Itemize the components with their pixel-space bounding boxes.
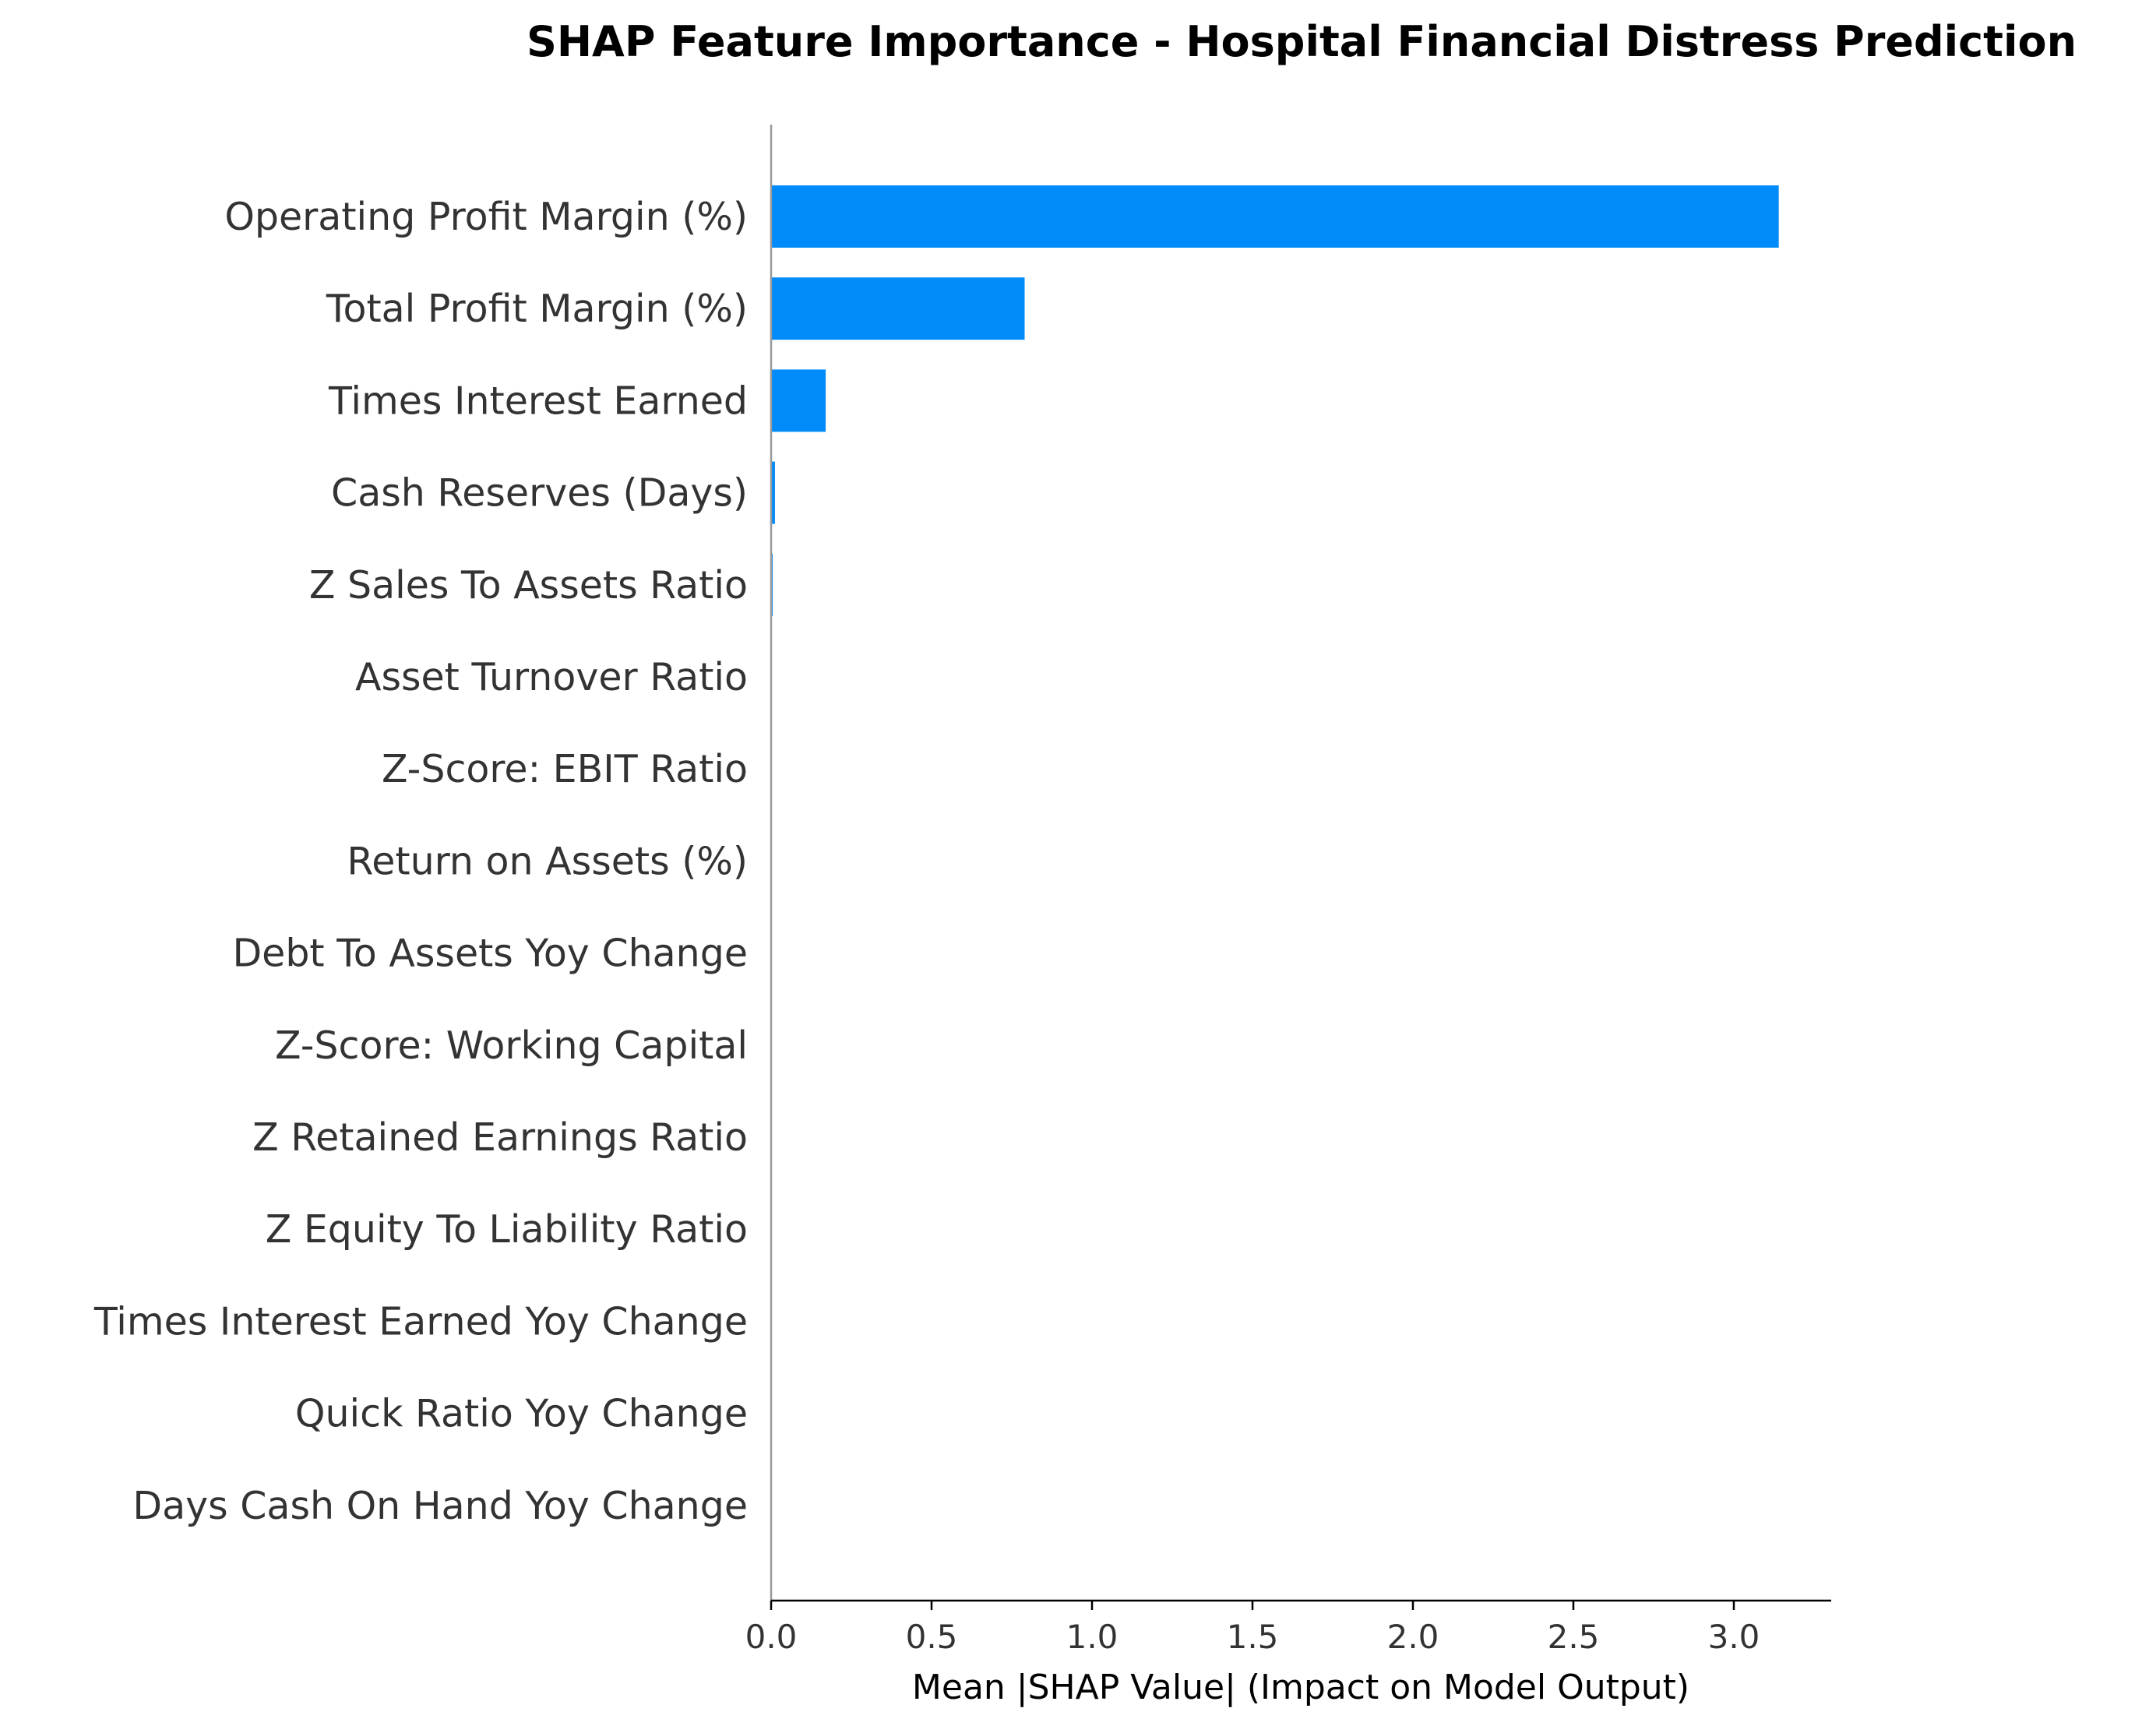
category-labels-group: Operating Profit Margin (%) Total Profit … bbox=[93, 195, 748, 1528]
category-label: Asset Turnover Ratio bbox=[355, 655, 748, 699]
chart-title: SHAP Feature Importance - Hospital Finan… bbox=[527, 17, 2077, 66]
bar bbox=[771, 461, 775, 524]
category-label: Debt To Assets Yoy Change bbox=[232, 932, 748, 976]
category-label: Total Profit Margin (%) bbox=[326, 287, 748, 331]
x-tick-label: 0.5 bbox=[906, 1618, 958, 1656]
category-label: Days Cash On Hand Yoy Change bbox=[132, 1484, 748, 1528]
category-label: Z Retained Earnings Ratio bbox=[252, 1115, 748, 1160]
category-label: Z Equity To Liability Ratio bbox=[266, 1207, 748, 1252]
bar bbox=[771, 277, 1025, 340]
category-label: Quick Ratio Yoy Change bbox=[295, 1392, 748, 1436]
category-label: Times Interest Earned bbox=[328, 379, 748, 423]
x-axis-label: Mean |SHAP Value| (Impact on Model Outpu… bbox=[912, 1668, 1689, 1707]
category-label: Return on Assets (%) bbox=[347, 839, 748, 883]
category-label: Z-Score: Working Capital bbox=[275, 1023, 748, 1068]
category-label: Operating Profit Margin (%) bbox=[224, 195, 748, 239]
x-tick-label: 2.0 bbox=[1387, 1618, 1439, 1656]
category-label: Times Interest Earned Yoy Change bbox=[93, 1299, 748, 1344]
x-tick-label: 2.5 bbox=[1548, 1618, 1600, 1656]
x-tick-label: 3.0 bbox=[1708, 1618, 1760, 1656]
x-tick-label: 1.5 bbox=[1227, 1618, 1279, 1656]
x-tick-label: 0.0 bbox=[745, 1618, 798, 1656]
x-tick-label: 1.0 bbox=[1066, 1618, 1119, 1656]
bar bbox=[771, 369, 826, 432]
bars-group bbox=[771, 185, 1779, 616]
category-label: Z Sales To Assets Ratio bbox=[309, 563, 748, 608]
x-ticks-group: 0.0 0.5 1.0 1.5 2.0 2.5 3.0 bbox=[745, 1601, 1760, 1656]
category-label: Z-Score: EBIT Ratio bbox=[382, 747, 748, 791]
bar bbox=[771, 185, 1779, 248]
category-label: Cash Reserves (Days) bbox=[331, 471, 748, 516]
